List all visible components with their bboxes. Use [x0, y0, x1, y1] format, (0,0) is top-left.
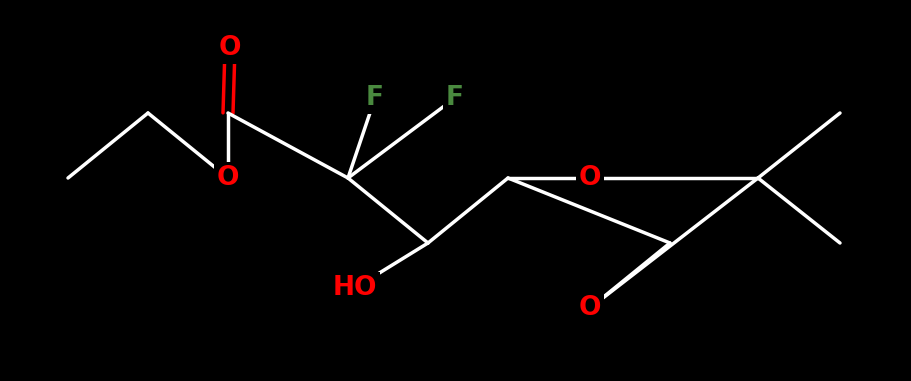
Text: F: F: [445, 85, 464, 111]
Text: O: O: [219, 35, 241, 61]
Text: O: O: [578, 295, 600, 321]
Text: O: O: [578, 165, 600, 191]
Text: O: O: [217, 165, 239, 191]
Text: F: F: [365, 85, 384, 111]
Text: HO: HO: [333, 275, 377, 301]
